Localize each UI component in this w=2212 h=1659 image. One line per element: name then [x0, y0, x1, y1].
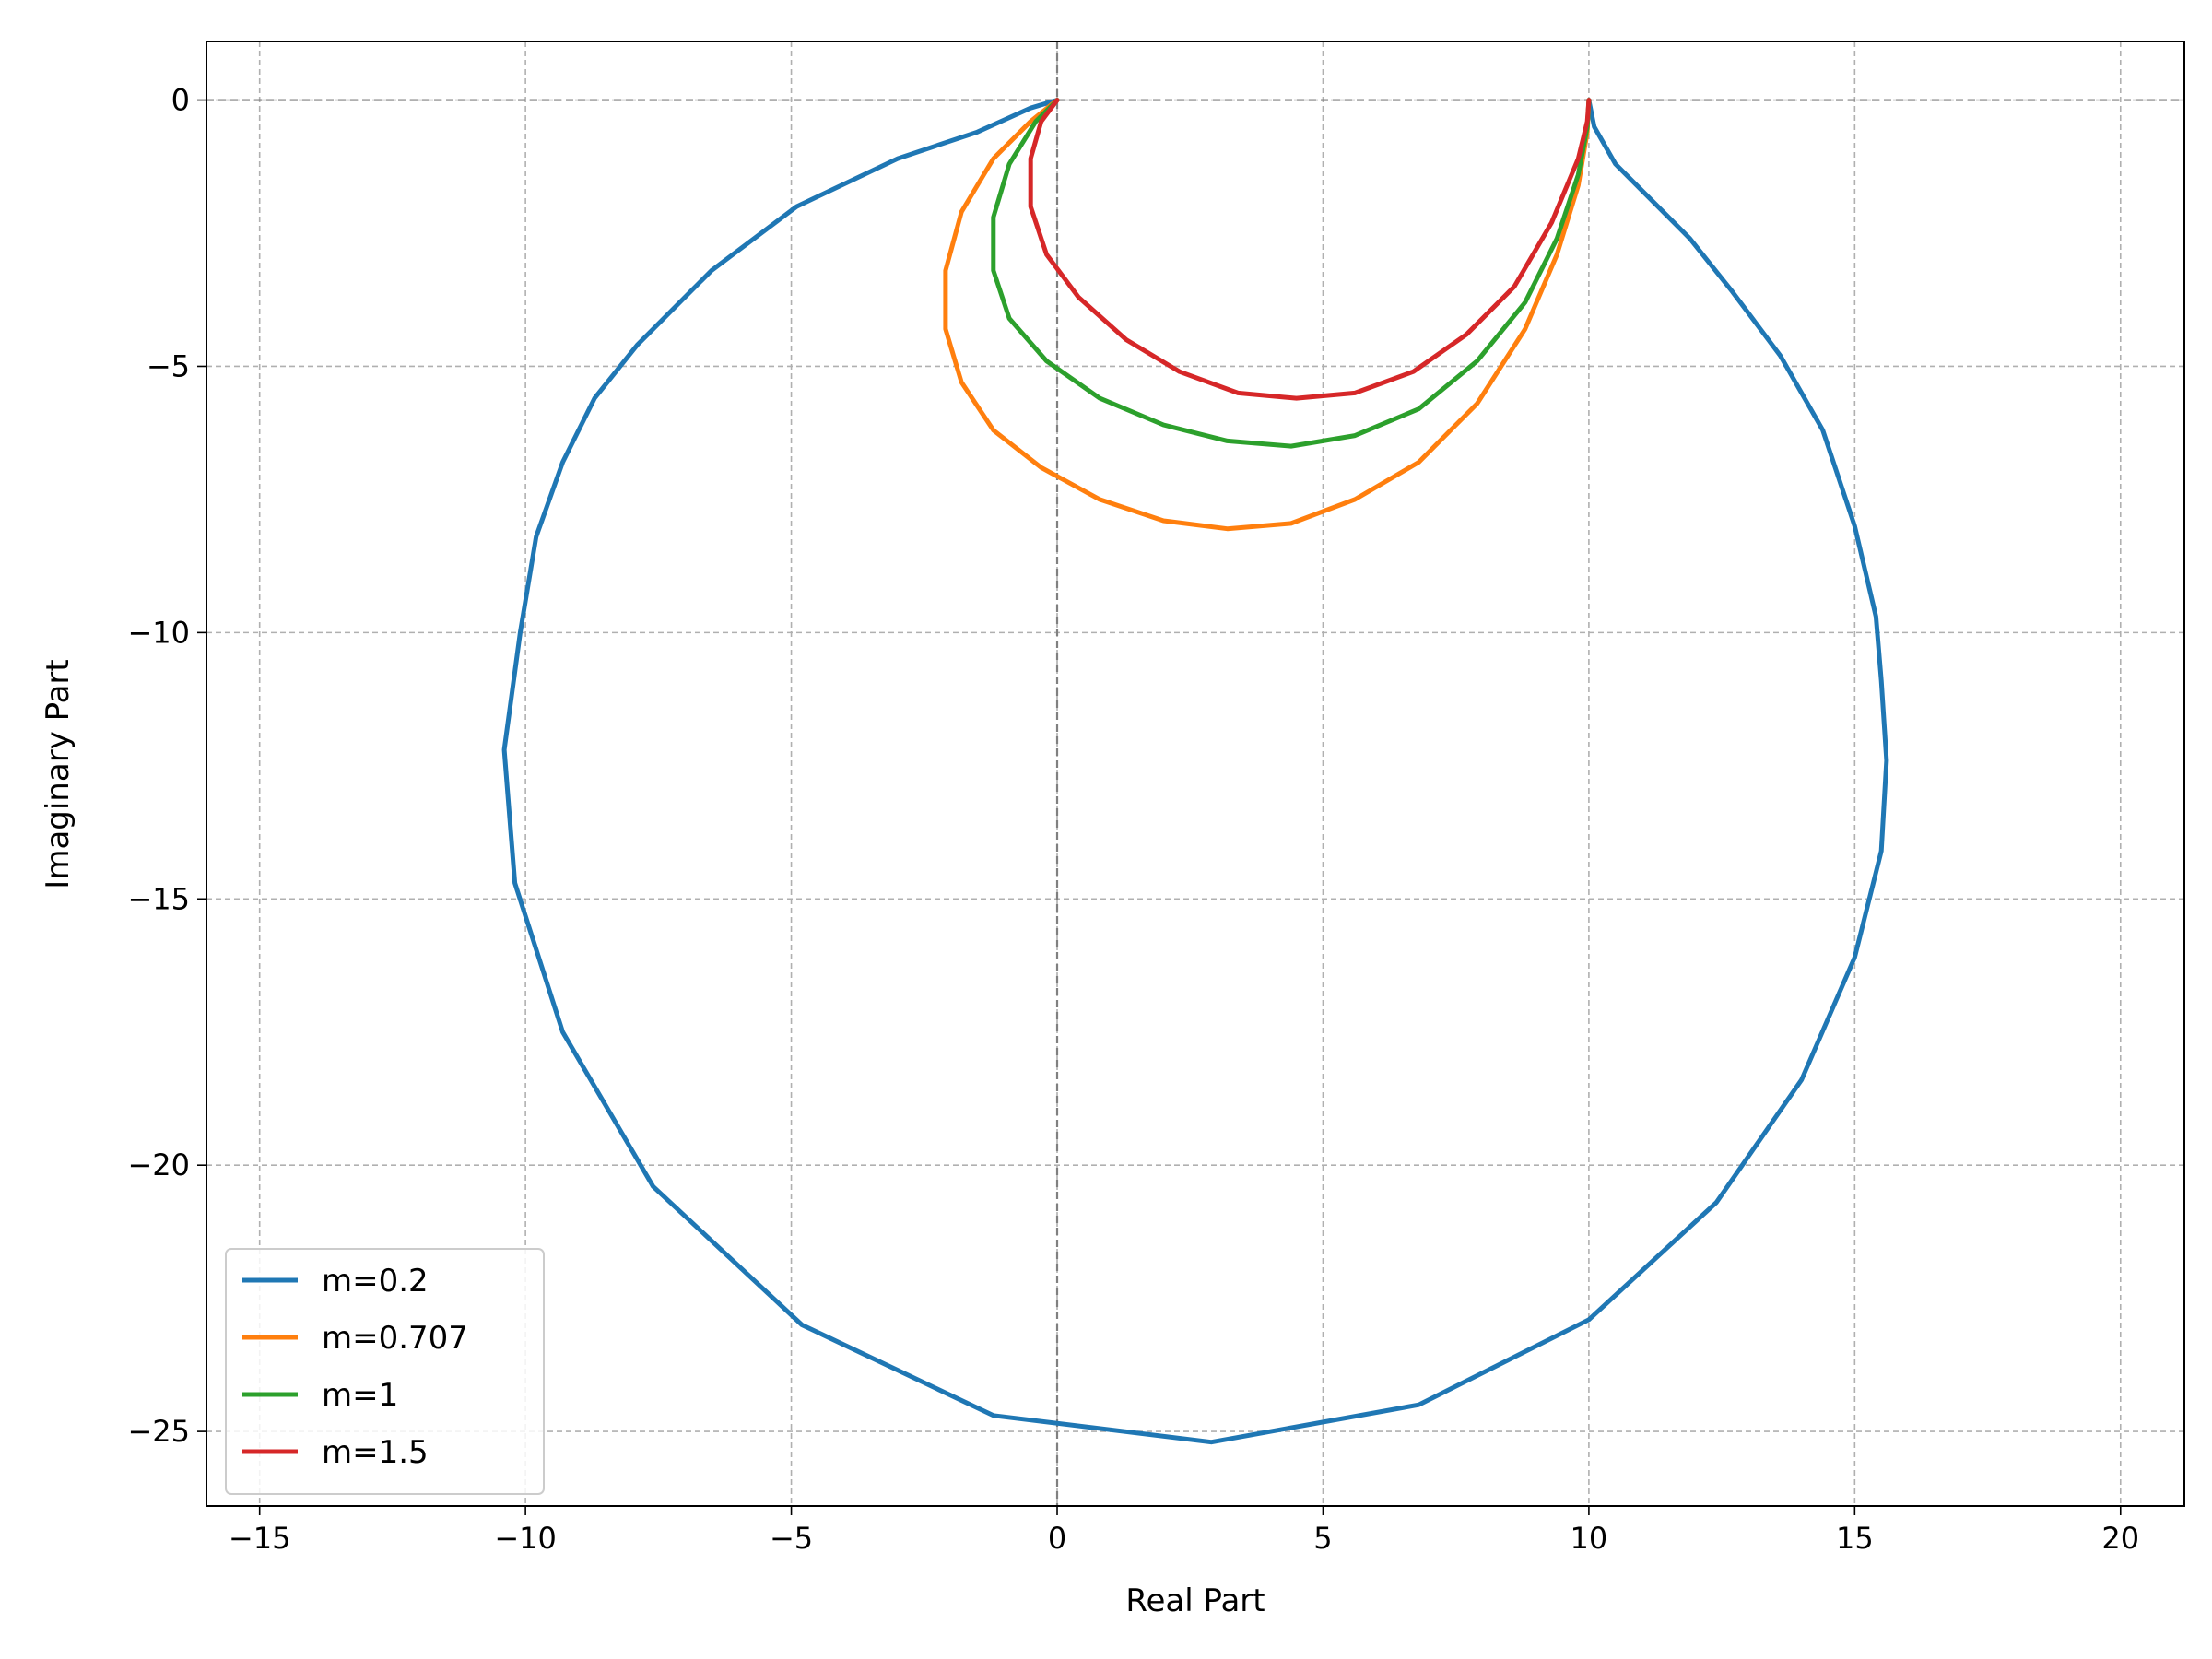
series-lines — [501, 98, 1889, 1445]
x-axis-title: Real Part — [1125, 1583, 1265, 1619]
legend: m=0.2 m=0.707 m=1 m=1.5 — [225, 1248, 545, 1495]
y-tick-label: 0 — [171, 83, 190, 118]
x-tick-label: 15 — [1836, 1521, 1874, 1556]
reference-lines — [206, 41, 2184, 1506]
x-tick-label: 0 — [1048, 1521, 1066, 1556]
y-axis-title: Imaginary Part — [40, 659, 76, 888]
series-line-3 — [1028, 98, 1592, 401]
y-tick-label: −20 — [127, 1147, 190, 1182]
y-tick-label: −5 — [147, 348, 190, 383]
y-tick-label: −10 — [127, 615, 190, 650]
x-tick-label: 20 — [2101, 1521, 2139, 1556]
ticks: −15 −10 −5 0 5 10 15 20 0 −5 −10 −15 −20 −25 — [127, 83, 2139, 1556]
x-tick-label: 10 — [1571, 1521, 1608, 1556]
x-tick-label: −5 — [770, 1521, 813, 1556]
series-line-1 — [943, 98, 1592, 532]
plot-frame — [206, 41, 2185, 1507]
legend-label-2: m=1 — [322, 1377, 398, 1414]
series-line-0 — [501, 98, 1889, 1445]
x-tick-label: 5 — [1313, 1521, 1332, 1556]
y-tick-label: −15 — [127, 881, 190, 916]
legend-label-0: m=0.2 — [322, 1263, 429, 1300]
x-tick-label: −15 — [229, 1521, 291, 1556]
legend-label-3: m=1.5 — [322, 1434, 429, 1471]
y-tick-label: −25 — [127, 1414, 190, 1449]
series-line-2 — [991, 98, 1592, 449]
x-tick-label: −10 — [494, 1521, 557, 1556]
legend-box — [225, 1248, 545, 1495]
legend-label-1: m=0.707 — [322, 1320, 468, 1357]
